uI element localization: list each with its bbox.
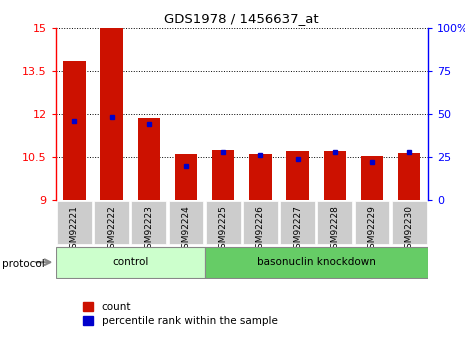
FancyBboxPatch shape — [392, 201, 427, 244]
Text: GSM92223: GSM92223 — [144, 206, 153, 254]
Legend: count, percentile rank within the sample: count, percentile rank within the sample — [81, 300, 279, 328]
FancyBboxPatch shape — [168, 201, 204, 244]
Bar — [100, 28, 123, 200]
Bar — [63, 61, 86, 200]
Text: GSM92228: GSM92228 — [330, 206, 339, 254]
Text: basonuclin knockdown: basonuclin knockdown — [257, 257, 376, 267]
Bar — [212, 150, 234, 200]
FancyBboxPatch shape — [243, 201, 278, 244]
FancyBboxPatch shape — [354, 201, 390, 244]
Bar — [361, 156, 383, 200]
Title: GDS1978 / 1456637_at: GDS1978 / 1456637_at — [165, 12, 319, 25]
Bar — [249, 154, 272, 200]
FancyBboxPatch shape — [56, 247, 205, 278]
Text: GSM92222: GSM92222 — [107, 206, 116, 254]
FancyBboxPatch shape — [280, 201, 315, 244]
FancyBboxPatch shape — [94, 201, 129, 244]
Text: GSM92224: GSM92224 — [181, 206, 191, 254]
Text: control: control — [112, 257, 148, 267]
FancyBboxPatch shape — [57, 201, 92, 244]
Text: GSM92230: GSM92230 — [405, 206, 414, 255]
Text: protocol: protocol — [2, 259, 45, 269]
Bar — [286, 151, 309, 200]
Bar — [324, 151, 346, 200]
Text: GSM92227: GSM92227 — [293, 206, 302, 254]
FancyBboxPatch shape — [131, 201, 166, 244]
FancyBboxPatch shape — [206, 201, 241, 244]
Bar — [175, 154, 197, 200]
Bar — [138, 118, 160, 200]
Text: GSM92229: GSM92229 — [367, 206, 377, 254]
Text: GSM92221: GSM92221 — [70, 206, 79, 254]
Text: GSM92226: GSM92226 — [256, 206, 265, 254]
FancyBboxPatch shape — [317, 201, 352, 244]
Text: GSM92225: GSM92225 — [219, 206, 228, 254]
Bar — [398, 152, 420, 200]
FancyBboxPatch shape — [205, 247, 428, 278]
